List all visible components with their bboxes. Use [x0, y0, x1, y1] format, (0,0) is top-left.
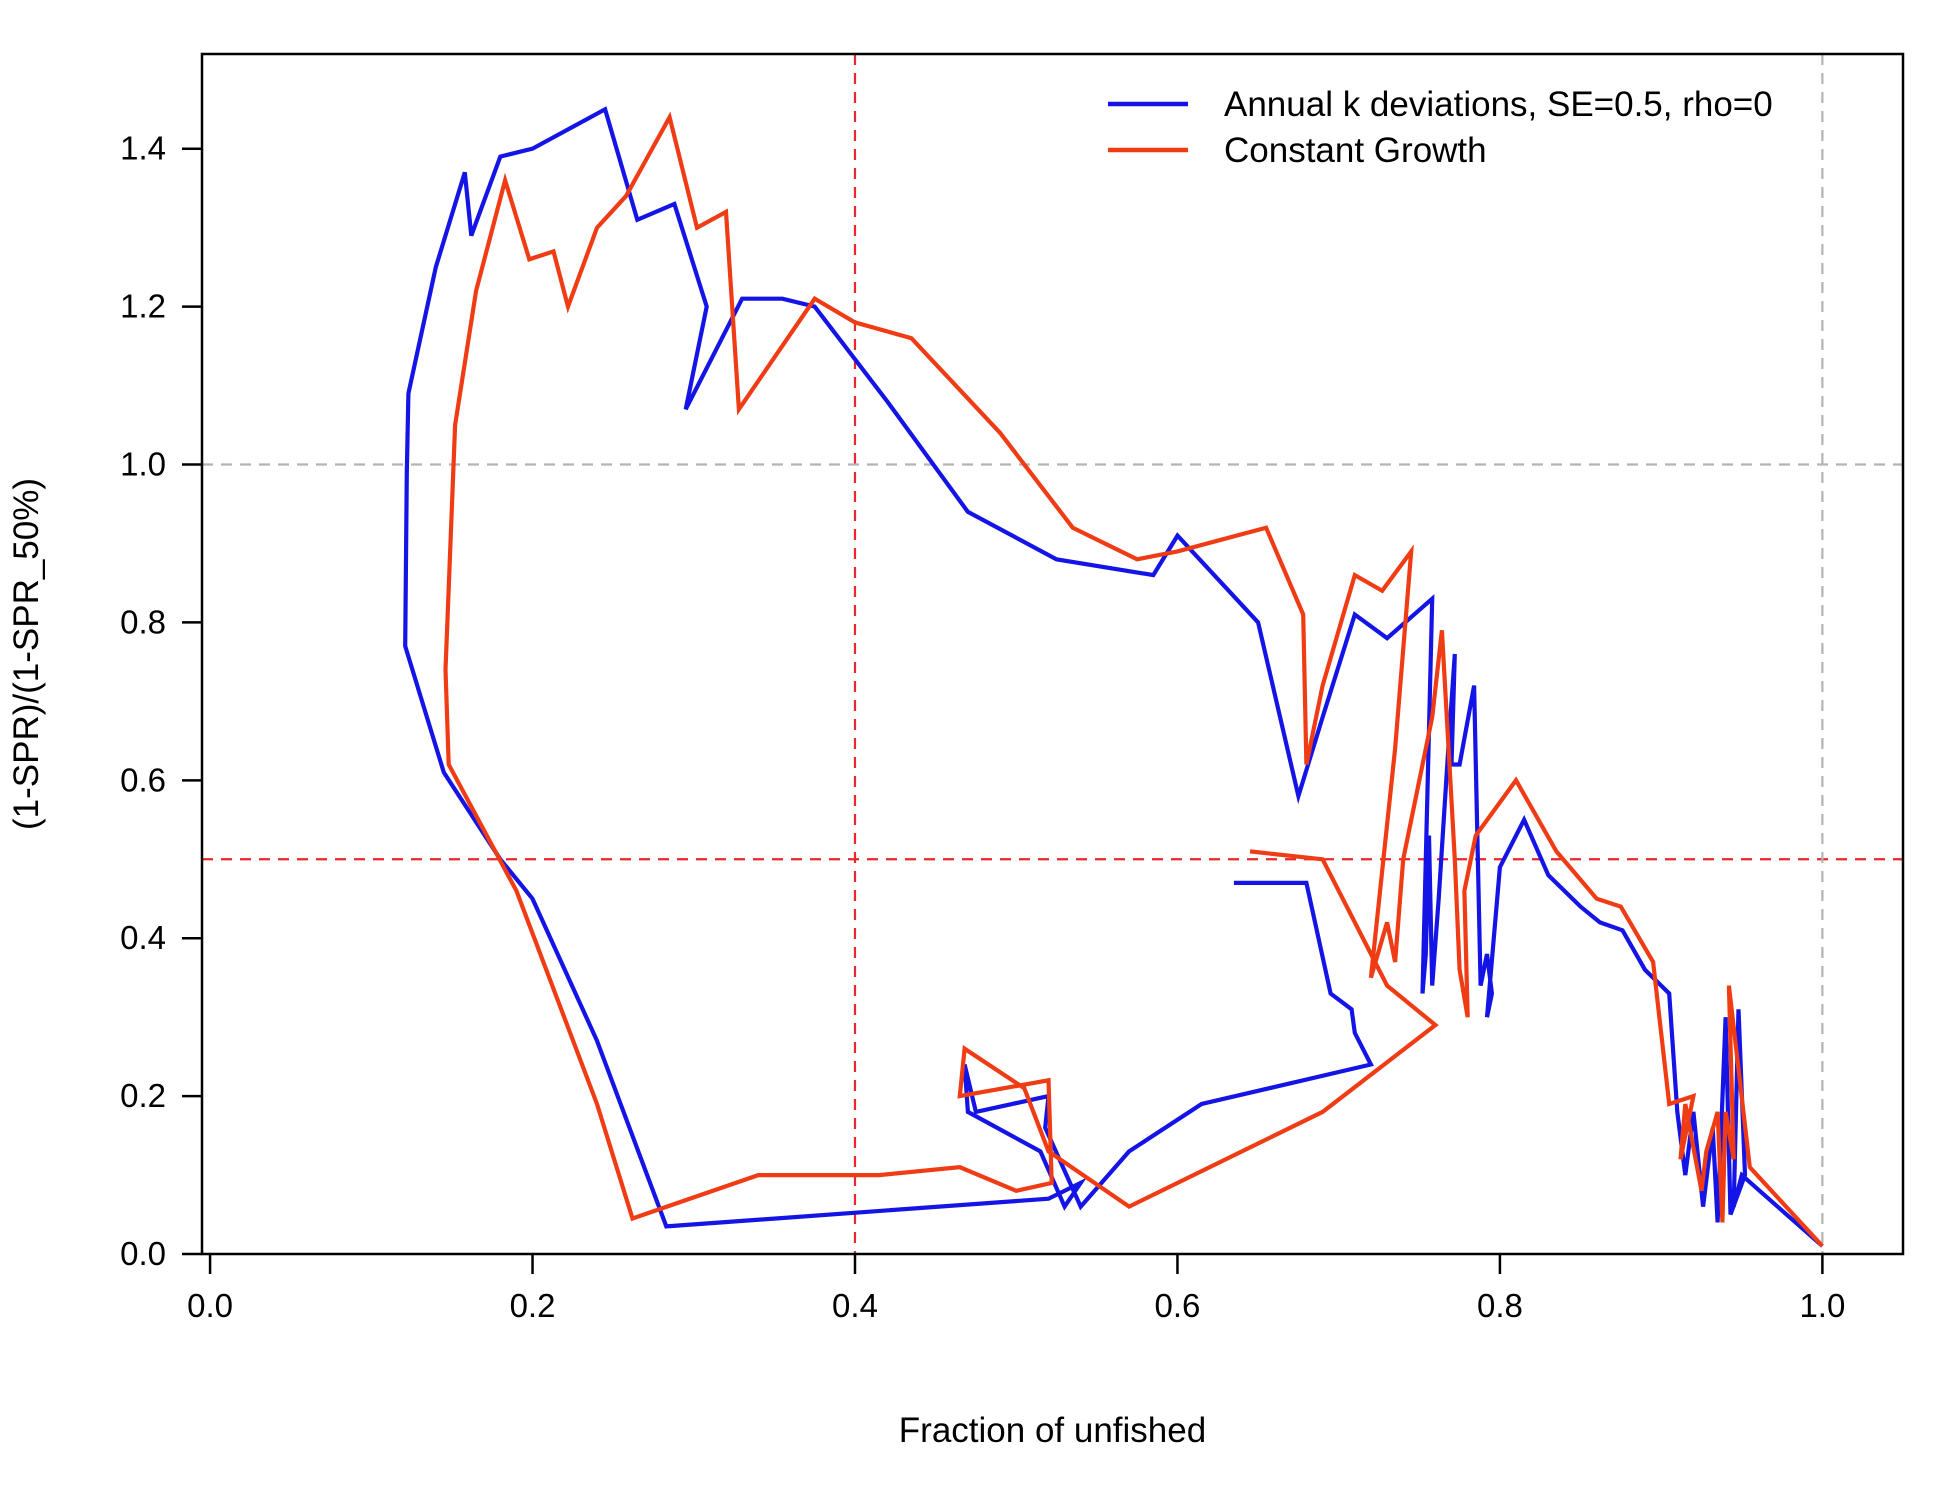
legend-label-2: Constant Growth: [1224, 131, 1487, 170]
legend: Annual k deviations, SE=0.5, rho=0 Consta…: [1108, 85, 1773, 170]
y-tick-label: 0.6: [120, 761, 166, 798]
x-tick-label: 0.0: [187, 1287, 233, 1324]
x-axis-title: Fraction of unfished: [899, 1411, 1206, 1450]
x-tick-label: 0.8: [1477, 1287, 1523, 1324]
x-tick-label: 0.4: [832, 1287, 878, 1324]
x-tick-label: 0.6: [1155, 1287, 1201, 1324]
legend-label-1: Annual k deviations, SE=0.5, rho=0: [1224, 85, 1773, 124]
x-tick-label: 1.0: [1799, 1287, 1845, 1324]
y-tick-label: 0.8: [120, 603, 166, 640]
x-axis: 0.0 0.2 0.4 0.6 0.8 1.0: [187, 1254, 1845, 1324]
y-tick-label: 0.2: [120, 1077, 166, 1114]
series-layer: [403, 106, 1824, 1248]
y-tick-label: 0.4: [120, 919, 166, 956]
series-line-1: [403, 106, 1824, 1248]
x-tick-label: 0.2: [510, 1287, 556, 1324]
y-tick-label: 1.2: [120, 288, 166, 325]
series-line-2: [443, 111, 1824, 1248]
reference-lines: [202, 54, 1903, 1254]
y-axis-title: (1-SPR)/(1-SPR_50%): [7, 478, 46, 830]
y-axis: 0.0 0.2 0.4 0.6 0.8 1.0 1.2 1.4: [120, 130, 202, 1272]
plot-frame: [200, 52, 1905, 1256]
y-tick-label: 1.4: [120, 130, 166, 167]
y-tick-label: 0.0: [120, 1235, 166, 1272]
y-tick-label: 1.0: [120, 446, 166, 483]
